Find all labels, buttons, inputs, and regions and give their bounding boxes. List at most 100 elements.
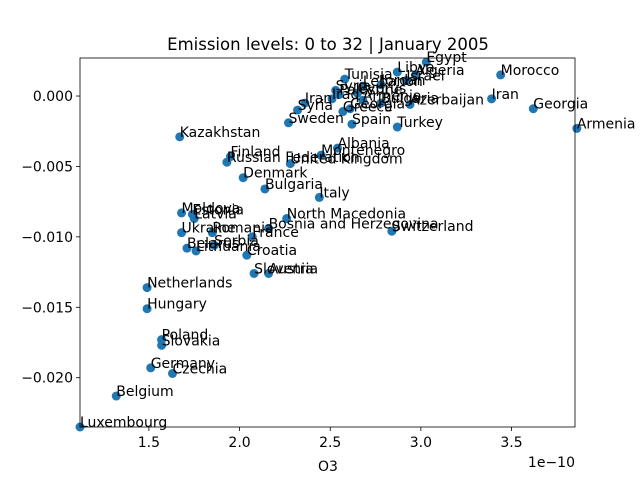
- plot-frame: [79, 57, 576, 428]
- point-label: Switzerland: [392, 219, 474, 235]
- point-label: Albania: [337, 136, 389, 152]
- point-label: Lithuania: [196, 239, 261, 255]
- data-point: [327, 94, 337, 104]
- point-label: Syria: [298, 98, 333, 114]
- point-label: Estonia: [192, 202, 244, 218]
- data-point: [293, 105, 303, 115]
- point-label: Belarus: [187, 236, 240, 252]
- data-points: [75, 57, 582, 432]
- data-point: [249, 268, 259, 278]
- data-point: [282, 214, 292, 224]
- data-point: [410, 70, 420, 80]
- y-tick-label: 0.000: [33, 89, 73, 105]
- point-label: Libya: [397, 60, 434, 76]
- data-point: [376, 80, 386, 90]
- data-point: [285, 159, 295, 169]
- data-point: [376, 98, 386, 108]
- data-point: [332, 143, 342, 153]
- data-point: [347, 119, 357, 129]
- point-label: Azerbaijan: [410, 92, 484, 108]
- point-label: Austria: [269, 261, 318, 277]
- point-label: Italy: [319, 185, 349, 201]
- data-point: [338, 107, 348, 117]
- x-tick-label: 1.5: [138, 435, 160, 451]
- data-point: [387, 226, 397, 236]
- data-point: [238, 173, 248, 183]
- point-label: Cyprus: [357, 81, 406, 97]
- point-label: Greece: [343, 100, 393, 116]
- point-label: Iraq: [332, 87, 359, 103]
- point-label: Tunisia: [344, 67, 393, 83]
- data-point: [146, 363, 156, 373]
- point-label: Algeria: [415, 63, 464, 79]
- x-axis-offset-label: 1e−10: [528, 455, 575, 471]
- data-point: [264, 223, 274, 233]
- data-point: [572, 123, 582, 133]
- data-point: [358, 81, 368, 91]
- point-label: France: [252, 225, 299, 241]
- data-point: [496, 70, 506, 80]
- point-label: Poland: [162, 328, 209, 344]
- data-point: [242, 250, 252, 260]
- data-point: [264, 268, 274, 278]
- y-axis-ticks: 0.000 −0.005 −0.010 −0.015 −0.020: [21, 89, 80, 387]
- point-label: Slovakia: [162, 333, 221, 349]
- point-label: Iran: [305, 91, 332, 107]
- point-label: Latvia: [194, 207, 237, 223]
- data-point: [167, 368, 177, 378]
- data-point: [316, 150, 326, 160]
- point-label: Czechia: [172, 361, 227, 377]
- y-tick-label: −0.020: [21, 371, 73, 387]
- point-label: Slovenia: [254, 261, 314, 277]
- x-tick-label: 2.5: [319, 435, 341, 451]
- data-point: [177, 208, 187, 218]
- data-point: [222, 157, 232, 167]
- x-axis-title: O3: [318, 459, 338, 475]
- data-point: [111, 391, 121, 401]
- data-point: [334, 90, 344, 100]
- point-label: Turkey: [396, 115, 443, 131]
- point-label: Belgium: [116, 384, 173, 400]
- point-label: Luxembourg: [80, 415, 167, 431]
- point-label: Germany: [151, 356, 215, 372]
- data-point: [392, 67, 402, 77]
- data-point: [352, 88, 362, 98]
- point-label: Finland: [230, 145, 280, 161]
- point-label: Armenia: [363, 88, 422, 104]
- data-point: [340, 74, 350, 84]
- y-tick-label: −0.015: [21, 300, 73, 316]
- data-point: [189, 214, 199, 224]
- point-label: Sweden: [289, 111, 344, 127]
- point-label: Lebanon: [363, 74, 423, 90]
- point-label: United Kingdom: [290, 152, 402, 168]
- point-label: Kazakhstan: [180, 125, 261, 141]
- x-axis-ticks: 1.5 2.0 2.5 3.0 3.5: [138, 427, 523, 451]
- point-label: Spain: [352, 112, 391, 128]
- data-point: [284, 118, 294, 128]
- chart-title: Emission levels: 0 to 32 | January 2005: [167, 35, 489, 54]
- point-label: Georgia: [533, 97, 588, 113]
- y-tick-label: −0.005: [21, 159, 73, 175]
- point-label: Israel: [406, 69, 444, 85]
- data-point: [392, 122, 402, 132]
- x-tick-label: 2.0: [228, 435, 250, 451]
- x-tick-label: 3.0: [410, 435, 432, 451]
- point-label: Bulgaria: [381, 91, 439, 107]
- point-label: Romania: [212, 221, 273, 237]
- point-label: Montenegro: [321, 143, 405, 159]
- point-label: Bosnia and Herzegovina: [269, 216, 439, 232]
- y-tick-label: −0.010: [21, 230, 73, 246]
- point-label: Armenia: [577, 116, 636, 132]
- point-label: North Macedonia: [287, 207, 406, 223]
- data-point: [142, 283, 152, 293]
- data-point: [528, 104, 538, 114]
- point-label: Jordan: [380, 73, 426, 89]
- point-label: Croatia: [247, 243, 297, 259]
- data-point: [314, 192, 324, 202]
- data-point: [175, 132, 185, 142]
- data-point: [487, 94, 497, 104]
- data-point: [209, 240, 219, 250]
- point-label: Hungary: [147, 297, 207, 313]
